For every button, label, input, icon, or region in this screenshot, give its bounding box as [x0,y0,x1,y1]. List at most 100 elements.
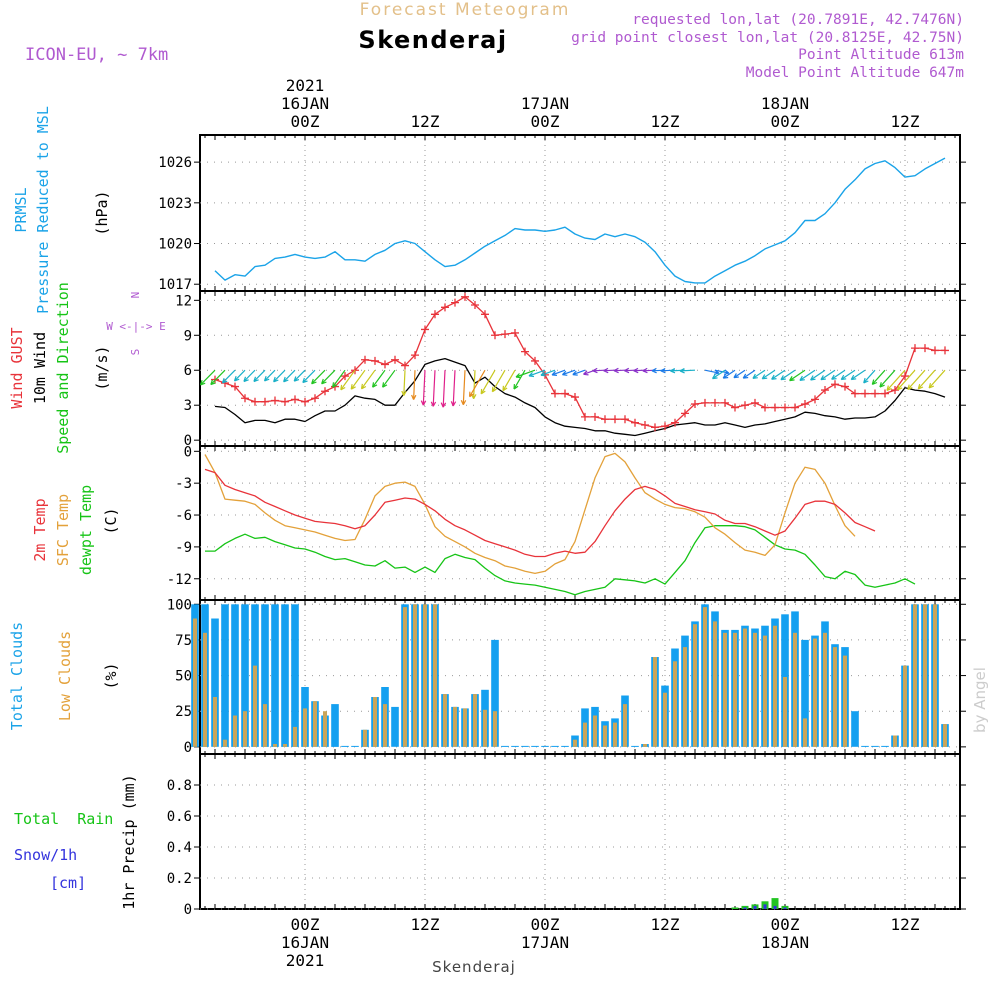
footer-location: Skenderaj [432,958,516,976]
gust-point-mark [851,389,859,398]
sfc-label: SFC Temp [54,494,72,566]
bottom-time-label: 12Z [891,915,920,934]
wind-direction-arrow [460,370,467,406]
gust-point-mark [611,415,619,424]
low-clouds-bar [733,632,737,747]
rain-bar [781,905,789,909]
bottom-time-label: 12Z [411,915,440,934]
wind-direction-arrow [850,369,866,381]
wind-direction-arrow [722,369,736,379]
location-title: Skenderaj [358,26,507,54]
total-clouds-bar [531,745,539,747]
bottom-time-label: 00Z [291,915,320,934]
point-altitude: Point Altitude 613m [798,47,964,63]
gust-point-mark [271,396,279,405]
gust-point-mark [941,346,949,355]
gust-point-mark [561,389,569,398]
gust-point-mark [381,360,389,369]
top-time-label: 16JAN [281,94,329,113]
low-clouds-bar [653,657,657,747]
total-clouds-bar [491,639,499,747]
low-clouds-bar [413,604,417,747]
low-clouds-bar [453,706,457,747]
gust-point-mark [281,397,289,406]
gust-point-mark [481,310,489,319]
wind-direction-arrow [879,369,896,388]
dewpoint-series-line [205,525,916,596]
low-clouds-bar [483,709,487,747]
wind-direction-arrow [321,369,336,385]
gust-point-mark [721,398,729,407]
clouds-unit: (%) [102,662,120,689]
clouds-ytick-label: 0 [184,740,192,756]
wind-direction-arrow [233,369,246,382]
wind-direction-arrow [799,369,816,381]
wind-direction-arrow [293,369,306,382]
total-clouds-bar [331,704,339,747]
snow-bar [773,905,777,909]
rain-bar [741,905,749,909]
clouds-panel-labels: Total Clouds Low Clouds (%) [8,622,120,730]
wind-direction-arrow [840,369,856,381]
gust-point-mark [471,300,479,309]
pressure-frame [199,134,961,292]
gust-point-mark [671,418,679,427]
gust-point-mark [521,347,529,356]
wind-direction-arrow [603,367,616,374]
low-clouds-bar [613,722,617,747]
gust-point-mark [251,397,259,406]
precipitation-ytick-label: 0.4 [167,840,192,856]
low-clouds-bar [273,744,277,747]
snow-bar [753,905,757,909]
gust-point-mark [811,395,819,404]
low-clouds-bar [323,711,327,747]
wind-direction-arrow [528,369,546,378]
bottom-time-label: 2021 [286,951,325,970]
wind-direction-arrow [283,369,296,383]
wind-direction-arrow [372,369,386,388]
total-clouds-bar [231,604,239,747]
low-clouds-bar [243,711,247,747]
gust-point-mark [911,344,919,353]
low-clouds-bar [593,715,597,747]
wind-direction-arrow [515,369,536,379]
wind-direction-arrow [928,369,946,389]
low-clouds-bar [493,711,497,747]
low-clouds-bar [933,604,937,747]
precipitation-ytick-label: 0.8 [167,778,192,794]
gust-point-mark [861,389,869,398]
wind-direction-arrow [243,369,256,383]
snow-bar [743,907,747,909]
wind-direction-arrow [420,370,427,406]
total-clouds-bar [851,711,859,747]
low-clouds-bar [293,726,297,747]
low-clouds-bar [603,725,607,747]
gust-point-mark [421,325,429,334]
temp-unit: (C) [102,507,120,534]
wind-direction-arrow [210,369,226,386]
gust-point-mark [661,422,669,431]
wind-direction-arrow [332,369,346,388]
low-clouds-bar [913,604,917,747]
wind-direction-arrow [221,369,236,384]
total-clouds-bar [861,745,869,747]
pressure-series-line [214,157,946,284]
top-time-label: 00Z [531,112,560,131]
gust-point-mark [651,423,659,432]
total-clouds-bar [521,745,529,747]
wind-direction-arrow [679,367,696,374]
gust-point-mark [371,356,379,365]
wind-direction-arrow [253,369,266,383]
pressure-panel-labels: PRMSL Pressure Reduced to MSL (hPa) [12,106,111,314]
wind-direction-arrow [273,369,286,383]
wind-direction-arrow [340,369,356,391]
gust-point-mark [701,398,709,407]
low-clouds-bar [313,701,317,747]
wind-direction-arrow [613,367,626,374]
low-clouds-bar [763,635,767,747]
gust-point-mark [461,292,469,301]
total-clouds-bar [391,706,399,747]
low-clouds-bar [213,697,217,747]
low-clouds-bar [253,665,257,747]
wind-direction-arrow [551,369,566,376]
